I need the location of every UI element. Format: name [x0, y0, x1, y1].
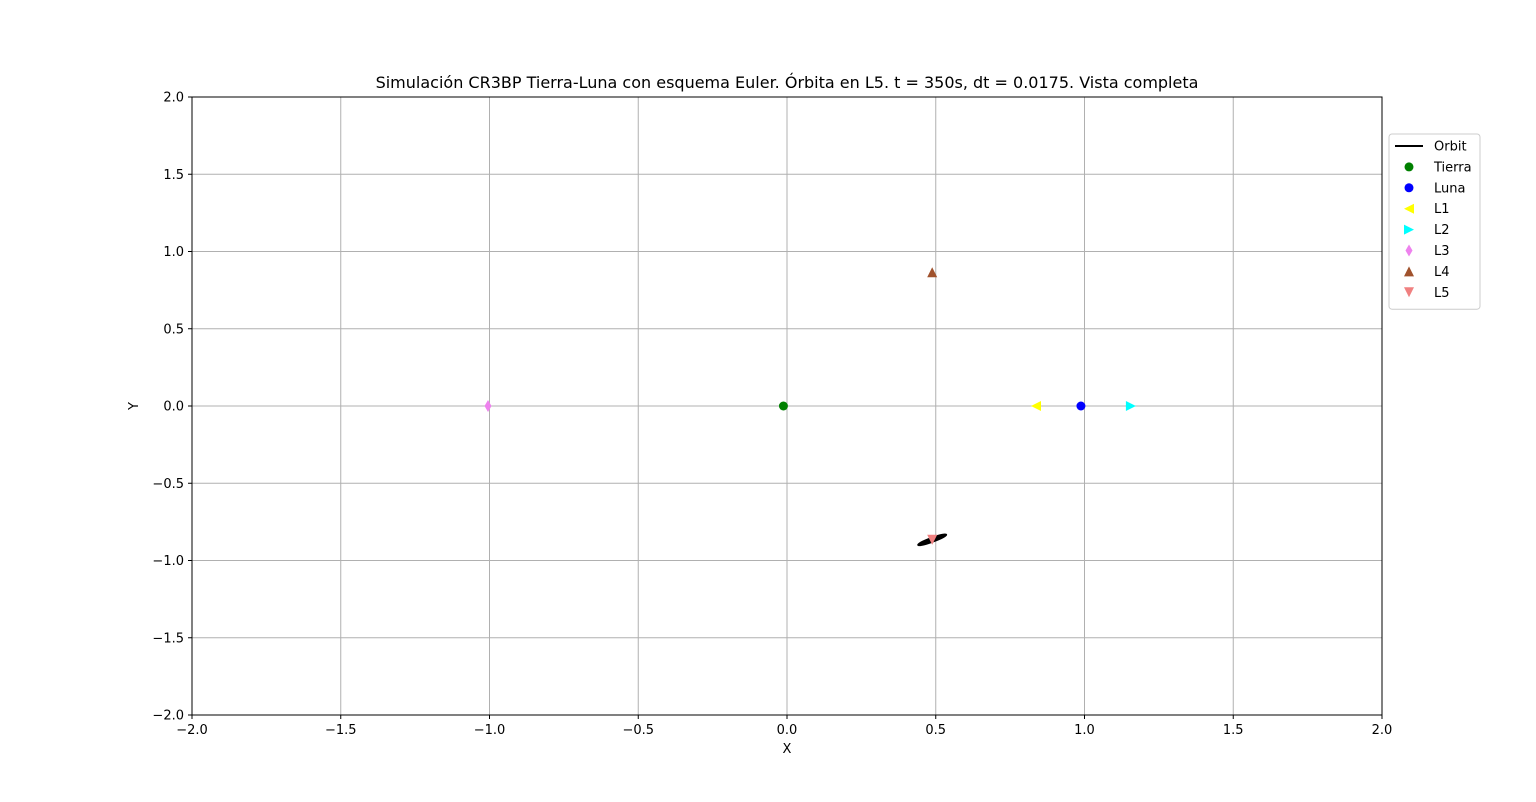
x-tick-label: 0.5 [925, 723, 946, 738]
legend-label-luna: Luna [1434, 181, 1465, 196]
x-tick-label: −2.0 [176, 723, 208, 738]
legend-label-l4: L4 [1434, 265, 1450, 280]
y-tick-label: 2.0 [163, 91, 184, 106]
y-tick-label: −0.5 [152, 477, 184, 492]
legend-swatch-tierra [1404, 162, 1414, 172]
x-tick-label: −0.5 [622, 723, 654, 738]
point-l2 [1125, 401, 1136, 411]
y-tick-label: 0.0 [163, 400, 184, 415]
legend-swatch-l5 [1404, 287, 1414, 298]
x-tick-label: −1.0 [474, 723, 506, 738]
legend-label-l3: L3 [1434, 244, 1450, 259]
x-tick-label: 2.0 [1372, 723, 1393, 738]
legend-frame [1388, 133, 1481, 310]
data-points [484, 267, 1136, 545]
plot-frame [191, 96, 1383, 716]
legend: Orbit Tierra Luna L1 L2 L3 L4 L5 [1388, 133, 1481, 310]
chart-title: Simulación CR3BP Tierra-Luna con esquema… [376, 73, 1199, 92]
legend-swatch-l2 [1404, 224, 1414, 235]
legend-swatch-l4 [1404, 266, 1414, 277]
legend-label-orbit: Orbit [1434, 140, 1467, 155]
legend-label-l5: L5 [1434, 286, 1450, 301]
point-luna [1076, 401, 1086, 411]
y-tick-label: 0.5 [163, 322, 184, 337]
y-tick-label: −2.0 [152, 709, 184, 724]
legend-label-l1: L1 [1434, 202, 1450, 217]
point-l5 [927, 534, 938, 545]
y-axis-label: Y [127, 402, 142, 411]
y-axis-ticks: −2.0 −1.5 −1.0 −0.5 0.0 0.5 1.0 1.5 2.0 [152, 91, 192, 724]
x-axis-ticks: −2.0 −1.5 −1.0 −0.5 0.0 0.5 1.0 1.5 2.0 [176, 715, 1392, 738]
point-l4 [927, 267, 938, 278]
x-tick-label: −1.5 [325, 723, 357, 738]
point-l1 [1031, 401, 1042, 411]
x-tick-label: 1.0 [1074, 723, 1095, 738]
legend-swatch-l1 [1404, 203, 1414, 214]
point-l3 [484, 400, 492, 412]
y-tick-label: −1.0 [152, 554, 184, 569]
point-tierra [778, 401, 788, 411]
x-axis-label: X [783, 742, 792, 757]
legend-label-tierra: Tierra [1433, 160, 1472, 175]
x-tick-label: 0.0 [777, 723, 798, 738]
legend-label-l2: L2 [1434, 223, 1450, 238]
y-tick-label: −1.5 [152, 631, 184, 646]
y-tick-label: 1.0 [163, 245, 184, 260]
x-tick-label: 1.5 [1223, 723, 1244, 738]
legend-swatch-luna [1404, 183, 1414, 193]
legend-swatch-l3 [1405, 244, 1413, 257]
y-tick-label: 1.5 [163, 168, 184, 183]
